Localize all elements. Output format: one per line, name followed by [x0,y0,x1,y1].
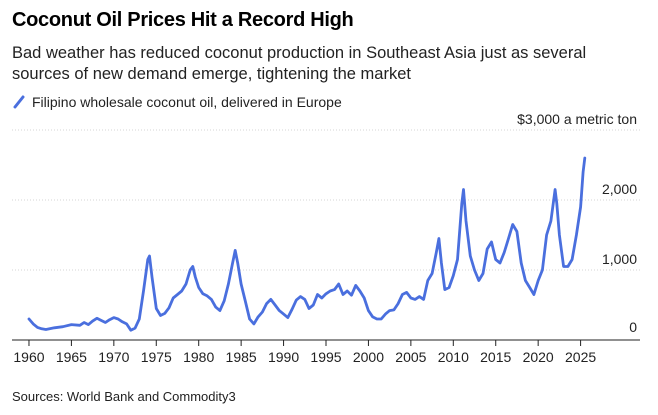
x-tick-label: 1965 [56,349,87,365]
source-note: Sources: World Bank and Commodity3 [12,389,236,404]
x-tick-label: 2015 [480,349,511,365]
y-axis-labels: 0 1,000 2,000 $3,000 a metric ton [517,111,637,335]
chart-title: Coconut Oil Prices Hit a Record High [12,9,354,31]
x-tick-label: 1975 [141,349,172,365]
x-tick-label: 2005 [395,349,426,365]
x-tick-label: 2010 [438,349,469,365]
x-tick-label: 1985 [226,349,257,365]
legend-label: Filipino wholesale coconut oil, delivere… [32,94,342,110]
x-tick-label: 1990 [268,349,299,365]
y-tick-label: $3,000 a metric ton [517,111,637,127]
series-line-coconut-oil [27,156,587,332]
x-tick-label: 2020 [523,349,554,365]
x-tick-label: 2000 [353,349,384,365]
y-tick-label: 1,000 [602,251,637,267]
y-tick-label: 0 [629,319,637,335]
x-tick-label: 2025 [565,349,596,365]
y-tick-label: 2,000 [602,181,637,197]
series-layer [27,156,587,332]
chart-subtitle: Bad weather has reduced coconut producti… [12,44,587,83]
legend: Filipino wholesale coconut oil, delivere… [12,94,342,110]
x-tick-label: 1970 [98,349,129,365]
x-axis: 1960 1965 1970 1975 1980 1985 1990 1995 2000 2005… [12,339,640,365]
x-tick-label: 1995 [310,349,341,365]
legend-line-icon [13,95,25,109]
x-tick-label: 1980 [183,349,214,365]
x-tick-label: 1960 [13,349,44,365]
